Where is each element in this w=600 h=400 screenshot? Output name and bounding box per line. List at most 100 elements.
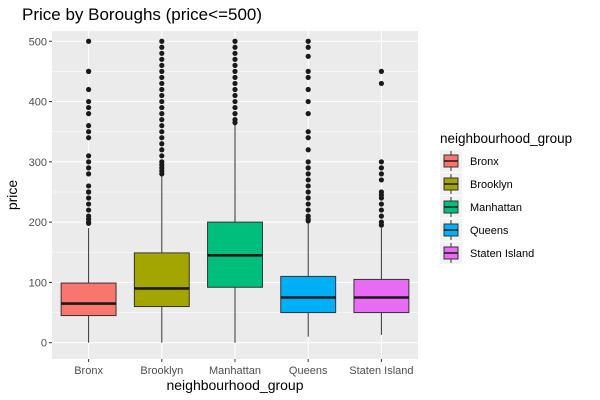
outlier-point (86, 220, 92, 226)
legend-item-staten-island: Staten Island (440, 242, 534, 264)
outlier-point (232, 38, 238, 44)
chart-title: Price by Boroughs (price<=500) (22, 5, 262, 24)
outlier-point (159, 38, 165, 44)
outlier-point (159, 80, 165, 87)
legend-item-bronx: Bronx (440, 150, 499, 172)
outlier-point (159, 129, 165, 135)
outlier-point (232, 98, 238, 105)
outlier-point (305, 135, 311, 141)
y-axis: 0 100 200 300 400 500 (29, 36, 52, 350)
outlier-point (305, 165, 311, 171)
outlier-point (305, 147, 311, 153)
outlier-point (86, 38, 92, 44)
box-bronx (60, 38, 117, 343)
outlier-point (232, 86, 238, 93)
outlier-point (232, 104, 238, 111)
legend-label: Brooklyn (470, 179, 513, 191)
outlier-point (159, 171, 165, 177)
outlier-point (159, 50, 165, 56)
y-tick-label: 400 (29, 97, 47, 109)
box-iqr (60, 282, 117, 317)
outlier-point (232, 120, 238, 126)
legend: neighbourhood_group Bronx Brooklyn Manhatt… (440, 131, 572, 264)
outlier-point (305, 201, 311, 207)
outlier-point (86, 135, 92, 141)
outlier-point (86, 86, 92, 93)
outlier-point (159, 74, 165, 81)
outlier-point (305, 74, 311, 81)
box-queens (280, 38, 337, 337)
outlier-point (232, 56, 238, 62)
x-tick-label: Bronx (74, 365, 103, 377)
legend-label: Staten Island (470, 248, 534, 260)
outlier-point (159, 56, 165, 62)
outlier-point (305, 207, 311, 213)
box-manhattan (207, 38, 263, 343)
outlier-point (86, 201, 92, 207)
box-iqr (353, 278, 410, 314)
y-tick-label: 500 (29, 36, 47, 48)
legend-label: Manhattan (470, 202, 522, 214)
y-tick-label: 200 (29, 217, 47, 229)
outlier-point (378, 201, 384, 207)
outlier-point (378, 80, 384, 87)
legend-item-queens: Queens (440, 219, 509, 241)
outlier-point (86, 171, 92, 177)
outlier-point (232, 62, 238, 68)
outlier-point (86, 153, 92, 159)
outlier-point (232, 68, 238, 74)
outlier-point (305, 86, 311, 93)
outlier-point (305, 111, 311, 117)
outlier-point (232, 111, 238, 117)
outlier-point (378, 165, 384, 171)
outlier-point (159, 92, 165, 99)
outlier-point (159, 117, 165, 123)
outlier-point (305, 218, 311, 224)
legend-label: Queens (470, 225, 509, 237)
outlier-point (86, 98, 92, 105)
outlier-point (232, 80, 238, 87)
box-iqr (280, 275, 337, 314)
outlier-point (86, 129, 92, 135)
x-axis-title: neighbourhood_group (166, 377, 303, 393)
outlier-point (305, 38, 311, 44)
x-tick-label: Brooklyn (140, 365, 183, 377)
outlier-point (86, 123, 92, 129)
outlier-point (86, 195, 92, 201)
outlier-point (232, 50, 238, 56)
outlier-point (305, 183, 311, 189)
outlier-point (86, 189, 92, 195)
outlier-point (305, 159, 311, 165)
outlier-point (86, 183, 92, 189)
outlier-point (378, 195, 384, 201)
outlier-point (86, 111, 92, 117)
outlier-point (86, 159, 92, 165)
outlier-point (159, 141, 165, 147)
outlier-point (86, 165, 92, 171)
box-staten-island (353, 68, 410, 335)
outlier-point (159, 111, 165, 117)
outlier-point (305, 53, 311, 59)
outlier-point (305, 171, 311, 177)
y-tick-label: 100 (29, 277, 47, 289)
outlier-point (159, 153, 165, 159)
outlier-point (305, 98, 311, 105)
boxes (60, 38, 410, 343)
outlier-point (305, 44, 311, 50)
x-tick-label: Manhattan (209, 365, 261, 377)
outlier-point (159, 86, 165, 93)
legend-title: neighbourhood_group (440, 131, 572, 146)
outlier-point (378, 213, 384, 219)
outlier-point (305, 129, 311, 135)
outlier-point (159, 98, 165, 105)
outlier-point (86, 68, 92, 74)
outlier-point (159, 135, 165, 141)
outlier-point (159, 147, 165, 153)
outlier-point (305, 177, 311, 183)
box-iqr (133, 252, 190, 308)
outlier-point (378, 177, 384, 183)
legend-label: Bronx (470, 156, 499, 168)
outlier-point (232, 92, 238, 99)
outlier-point (378, 207, 384, 213)
